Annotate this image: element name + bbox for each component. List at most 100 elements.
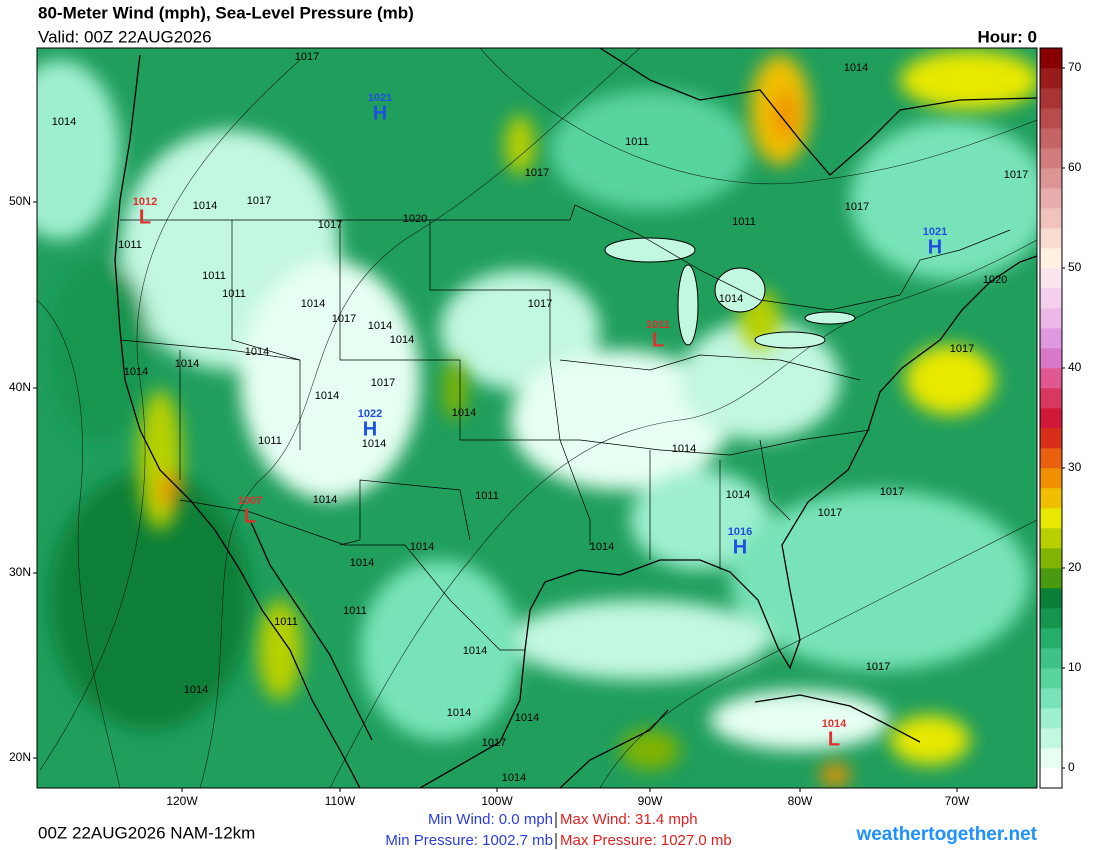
colorbar-swatch (1040, 228, 1062, 249)
isobar-label: 1017 (318, 219, 342, 231)
colorbar-label: 20 (1068, 560, 1082, 574)
isobar-labels: 1017 1014 1014 1011 1017 1017 1014 1017 1017 1017… (52, 51, 1028, 784)
isobar-label: 1011 (475, 490, 499, 502)
center-symbol: L (139, 206, 151, 228)
colorbar-swatch (1040, 708, 1062, 729)
colorbar-swatch (1040, 268, 1062, 289)
isobar-label: 1020 (983, 274, 1007, 286)
colorbar-swatch (1040, 748, 1062, 769)
map-area: 1017 1014 1014 1011 1017 1017 1014 1017 1017 1017… (37, 48, 1037, 788)
colorbar-swatch (1040, 768, 1062, 789)
colorbar-swatch (1040, 308, 1062, 329)
colorbar-swatch (1040, 388, 1062, 409)
max-wind: Max Wind: 31.4 mph (560, 811, 698, 828)
colorbar-label: 40 (1068, 360, 1082, 374)
colorbar-swatch (1040, 408, 1062, 429)
isobar-label: 1011 (625, 136, 649, 148)
lat-label: 50N (9, 194, 31, 208)
isobar-label: 1011 (202, 270, 226, 282)
colorbar-swatch (1040, 148, 1062, 169)
isobar-label: 1017 (482, 737, 506, 749)
isobar-label: 1017 (247, 195, 271, 207)
isobar-label: 1014 (844, 62, 868, 74)
isobar-label: 1017 (295, 51, 319, 63)
center-symbol: H (733, 536, 747, 558)
colorbar-swatch (1040, 528, 1062, 549)
isobar-label: 1011 (118, 239, 142, 251)
isobar-label: 1014 (301, 298, 325, 310)
isobar-label: 1014 (463, 645, 487, 657)
colorbar-swatch (1040, 608, 1062, 629)
colorbar: 0 10 20 30 40 50 60 70 (1039, 47, 1082, 789)
center-symbol: L (244, 505, 256, 527)
max-pressure: Max Pressure: 1027.0 mb (560, 832, 732, 849)
center-value: 1016 (728, 526, 752, 538)
colorbar-swatch (1040, 728, 1062, 749)
title: 80-Meter Wind (mph), Sea-Level Pressure … (38, 3, 414, 22)
isobar-label: 1014 (502, 772, 526, 784)
center-symbol: H (373, 102, 387, 124)
colorbar-swatch (1040, 508, 1062, 529)
isobar-label: 1014 (193, 200, 217, 212)
colorbar-swatch (1040, 188, 1062, 209)
min-wind: Min Wind: 0.0 mph (428, 811, 553, 828)
lat-label: 40N (9, 380, 31, 394)
isobar-label: 1014 (719, 293, 743, 305)
colorbar-swatch (1040, 668, 1062, 689)
colorbar-label: 0 (1068, 760, 1075, 774)
center-value: 1012 (133, 196, 157, 208)
lon-label: 70W (945, 794, 970, 808)
isobar-label: 1011 (274, 616, 298, 628)
isobar-label: 1014 (368, 320, 392, 332)
lon-label: 110W (325, 794, 356, 808)
website[interactable]: weathertogether.net (855, 824, 1037, 845)
center-value: 1021 (923, 226, 947, 238)
lon-label: 80W (788, 794, 813, 808)
center-symbol: L (652, 329, 664, 351)
colorbar-swatch (1040, 48, 1062, 69)
colorbar-label: 70 (1068, 60, 1082, 74)
colorbar-label: 10 (1068, 660, 1082, 674)
isobar-label: 1017 (371, 377, 395, 389)
isobar-label: 1014 (726, 489, 750, 501)
colorbar-frame (1039, 47, 1063, 789)
isobar-label: 1014 (390, 334, 414, 346)
isobar-label: 1014 (447, 707, 471, 719)
center-symbol: L (828, 728, 840, 750)
isobar-label: 1020 (403, 213, 427, 225)
isobar-label: 1017 (866, 661, 890, 673)
center-value: 1022 (358, 408, 382, 420)
wind-shading (37, 60, 1037, 750)
coastlines (114, 48, 1037, 788)
colorbar-swatch (1040, 428, 1062, 449)
isobar-label: 1014 (245, 346, 269, 358)
colorbar-swatch (1040, 348, 1062, 369)
valid-time: Valid: 00Z 22AUG2026 (38, 27, 212, 46)
lat-label: 20N (9, 750, 31, 764)
isobar-label: 1017 (332, 313, 356, 325)
colorbar-swatch (1040, 548, 1062, 569)
map-frame (36, 47, 1038, 789)
isobar-label: 1014 (590, 541, 614, 553)
isobar-label: 1017 (525, 167, 549, 179)
lakes (604, 237, 856, 349)
colorbar-swatch (1040, 688, 1062, 709)
latitude-axis: 50N 40N 30N 20N (9, 194, 37, 764)
center-symbol: H (928, 236, 942, 258)
isobar-label: 1014 (313, 494, 337, 506)
isobar-label: 1017 (1004, 169, 1028, 181)
high-wind-shading (138, 50, 1037, 787)
colorbar-label: 50 (1068, 260, 1082, 274)
longitude-axis: 120W 110W 100W 90W 80W 70W (166, 788, 970, 808)
isobar-label: 1014 (175, 358, 199, 370)
forecast-hour: Hour: 0 (978, 27, 1038, 46)
lat-label: 30N (9, 565, 31, 579)
isobar-label: 1014 (315, 390, 339, 402)
isobar-label: 1014 (52, 116, 76, 128)
isobar-label: 1014 (515, 712, 539, 724)
center-value: 1007 (238, 495, 262, 507)
isobar-label: 1017 (950, 343, 974, 355)
isobar-label: 1014 (124, 366, 148, 378)
